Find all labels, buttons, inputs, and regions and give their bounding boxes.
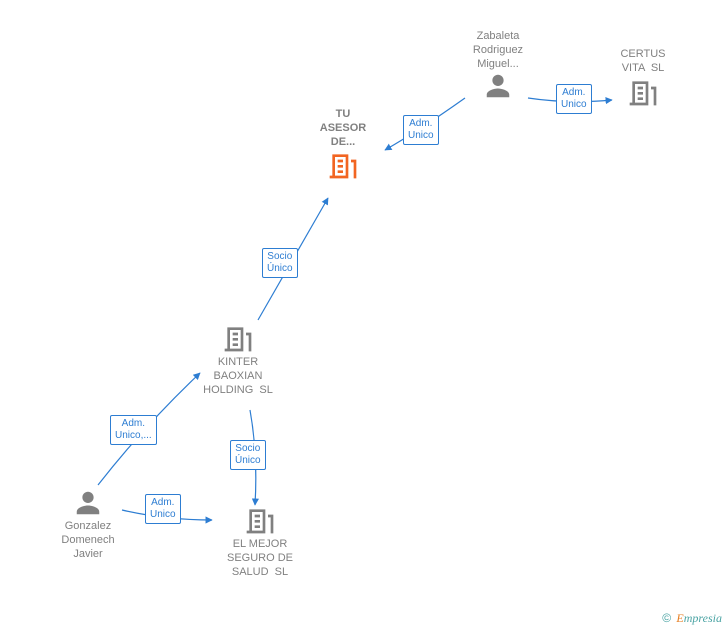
edge-label-e2: Adm. Unico bbox=[556, 84, 592, 114]
node-label: EL MEJOR SEGURO DE SALUD SL bbox=[210, 538, 310, 579]
building-icon bbox=[327, 149, 359, 181]
person-icon bbox=[483, 71, 513, 101]
node-label: Zabaleta Rodriguez Miguel... bbox=[458, 30, 538, 71]
building-icon bbox=[627, 76, 659, 108]
person-icon bbox=[73, 488, 103, 518]
node-zabaleta[interactable]: Zabaleta Rodriguez Miguel... bbox=[458, 30, 538, 103]
watermark-rest: mpresia bbox=[684, 611, 722, 625]
node-elmejor[interactable]: EL MEJOR SEGURO DE SALUD SL bbox=[210, 504, 310, 579]
watermark: © Empresia bbox=[662, 611, 722, 626]
node-gonzalez[interactable]: Gonzalez Domenech Javier bbox=[48, 488, 128, 561]
node-tuasesor[interactable]: TU ASESOR DE... bbox=[308, 108, 378, 183]
node-label: TU ASESOR DE... bbox=[308, 108, 378, 149]
node-label: Gonzalez Domenech Javier bbox=[48, 520, 128, 561]
edge-label-e1: Adm. Unico bbox=[403, 115, 439, 145]
building-icon bbox=[222, 322, 254, 354]
watermark-e: E bbox=[676, 611, 683, 625]
edge-label-e4: Adm. Unico,... bbox=[110, 415, 157, 445]
edge-label-e6: Adm. Unico bbox=[145, 494, 181, 524]
node-label: KINTER BAOXIAN HOLDING SL bbox=[188, 356, 288, 397]
copyright-icon: © bbox=[662, 611, 671, 625]
diagram-canvas: Adm. Unico Adm. Unico Socio Único Adm. U… bbox=[0, 0, 728, 630]
edge-label-e3: Socio Único bbox=[262, 248, 298, 278]
building-icon bbox=[244, 504, 276, 536]
node-label: CERTUS VITA SL bbox=[608, 48, 678, 76]
edge-label-e5: Socio Único bbox=[230, 440, 266, 470]
node-certus[interactable]: CERTUS VITA SL bbox=[608, 48, 678, 110]
node-kinter[interactable]: KINTER BAOXIAN HOLDING SL bbox=[188, 322, 288, 397]
